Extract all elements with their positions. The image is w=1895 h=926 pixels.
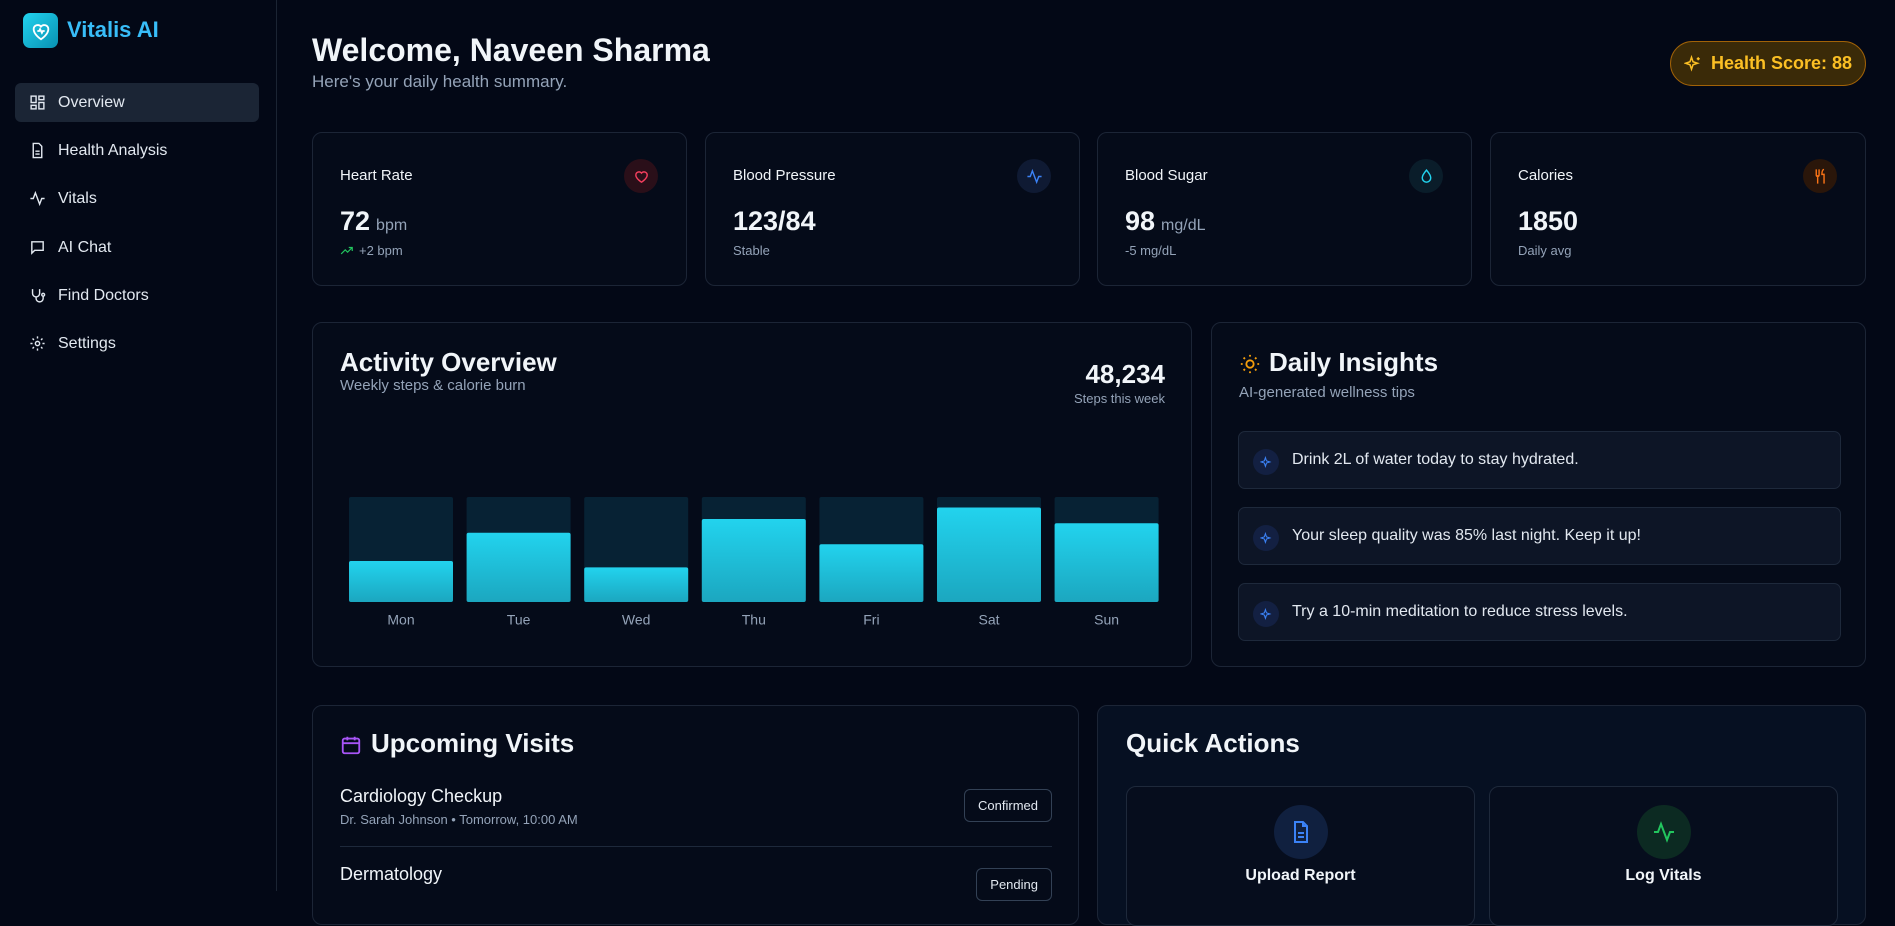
divider [340,846,1052,847]
x-tick-label: Tue [507,612,531,628]
bar [937,507,1041,602]
stat-icon [1017,159,1051,193]
insight: Your sleep quality was 85% last night. K… [1238,507,1841,565]
bar [349,561,453,602]
activity-card: Activity Overview Weekly steps & calorie… [312,322,1192,667]
nav-label: Overview [58,93,125,111]
visits-card: Upcoming Visits Cardiology Checkup Dr. S… [312,705,1079,925]
activity-chart: Mon Tue Wed Thu Fri Sat Sun [349,497,1159,628]
visit-title: Dermatology [340,864,443,884]
action-tile[interactable]: Log Vitals [1489,786,1838,926]
stat-value: 123/84 [733,206,816,236]
health-score-text: Health Score: 88 [1710,53,1853,73]
stat-number: 98 [1125,206,1156,236]
card-title: Quick Actions [1126,728,1300,758]
action-label: Upload Report [1245,867,1356,884]
stat-label: Heart Rate [340,167,413,184]
x-tick-label: Sat [978,612,999,628]
nav-label: Find Doctors [58,286,149,304]
stat-unit: bpm [376,217,408,234]
brand: Vitalis AI [67,17,159,42]
nav-item[interactable]: Settings [15,324,259,363]
stat-change: +2 bpm [340,243,403,258]
nav-item[interactable]: Vitals [15,179,259,218]
stat-change-text: +2 bpm [359,243,403,258]
stat-change: Daily avg [1518,243,1572,258]
bar [701,519,806,602]
insight-text: Try a 10-min meditation to reduce stress… [1292,603,1628,620]
x-tick-label: Fri [863,612,879,628]
x-tick-label: Thu [742,612,766,628]
bar [819,544,924,602]
stat-value: 1850 [1518,206,1579,236]
page-title: Welcome, Naveen Sharma [312,32,710,68]
steps-total: 48,234 [1085,359,1165,389]
steps-label: Steps this week [1073,391,1165,406]
stat-icon [1409,159,1443,193]
bar [1054,523,1159,602]
stat-change: -5 mg/dL [1125,243,1177,258]
calendar-icon [341,736,361,755]
stat-icon [624,159,658,193]
x-tick-label: Wed [622,612,651,628]
nav-item[interactable]: Find Doctors [15,276,259,315]
stat-label: Blood Sugar [1125,167,1208,184]
nav-label: AI Chat [58,238,112,256]
stat-card: Blood Sugar 98 mg/dL -5 mg/dL [1097,132,1472,286]
nav-label: Vitals [58,189,97,207]
nav-item[interactable]: AI Chat [15,228,259,267]
action-label: Log Vitals [1625,867,1702,884]
visit-status: Pending [976,868,1052,901]
nav-item[interactable]: Overview [15,83,259,122]
stat-number: 72 [340,206,371,236]
x-tick-label: Sun [1094,612,1119,628]
insight: Try a 10-min meditation to reduce stress… [1238,583,1841,641]
stat-unit: mg/dL [1161,217,1206,234]
stat-change: Stable [733,243,770,258]
stat-card: Blood Pressure 123/84 Stable [705,132,1080,286]
stat-value: 98 mg/dL [1125,206,1206,237]
card-subtitle: AI-generated wellness tips [1239,384,1415,401]
bar [466,532,571,602]
card-title: Daily Insights [1269,347,1439,377]
insight-icon [1253,449,1279,475]
logo [23,13,58,48]
sun-icon [1240,354,1260,374]
insight: Drink 2L of water today to stay hydrated… [1238,431,1841,489]
card-subtitle: Weekly steps & calorie burn [340,377,526,394]
stat-card: Calories 1850 Daily avg [1490,132,1866,286]
nav-label: Health Analysis [58,141,168,159]
insight-text: Drink 2L of water today to stay hydrated… [1292,451,1579,468]
page-subtitle: Here's your daily health summary. [312,72,568,91]
visit-title: Cardiology Checkup [340,786,503,806]
stat-value: 72 bpm [340,206,407,237]
stat-label: Calories [1518,167,1574,184]
insight-text: Your sleep quality was 85% last night. K… [1292,527,1641,544]
stat-label: Blood Pressure [733,167,836,184]
action-icon [1636,805,1691,859]
insights-card: Daily Insights AI-generated wellness tip… [1211,322,1866,667]
sidebar: Vitalis AI Overview Health Analysis Vita… [0,0,277,891]
visit-detail: Dr. Sarah Johnson • Tomorrow, 10:00 AM [340,812,578,827]
health-score: Health Score: 88 [1670,41,1866,86]
stat-card: Heart Rate 72 bpm +2 bpm [312,132,687,286]
nav-label: Settings [58,334,116,352]
bar [584,567,689,602]
x-tick-label: Mon [387,612,414,628]
quick-actions-card: Quick Actions Upload Report Log Vitals [1097,705,1866,926]
nav-item[interactable]: Health Analysis [15,131,259,170]
visit-status: Confirmed [964,789,1052,822]
card-title: Upcoming Visits [371,728,575,758]
insight-icon [1253,601,1279,627]
card-title: Activity Overview [340,347,557,377]
insight-icon [1253,525,1279,551]
stat-icon [1803,159,1837,193]
action-tile[interactable]: Upload Report [1126,786,1475,926]
action-icon [1273,805,1328,859]
